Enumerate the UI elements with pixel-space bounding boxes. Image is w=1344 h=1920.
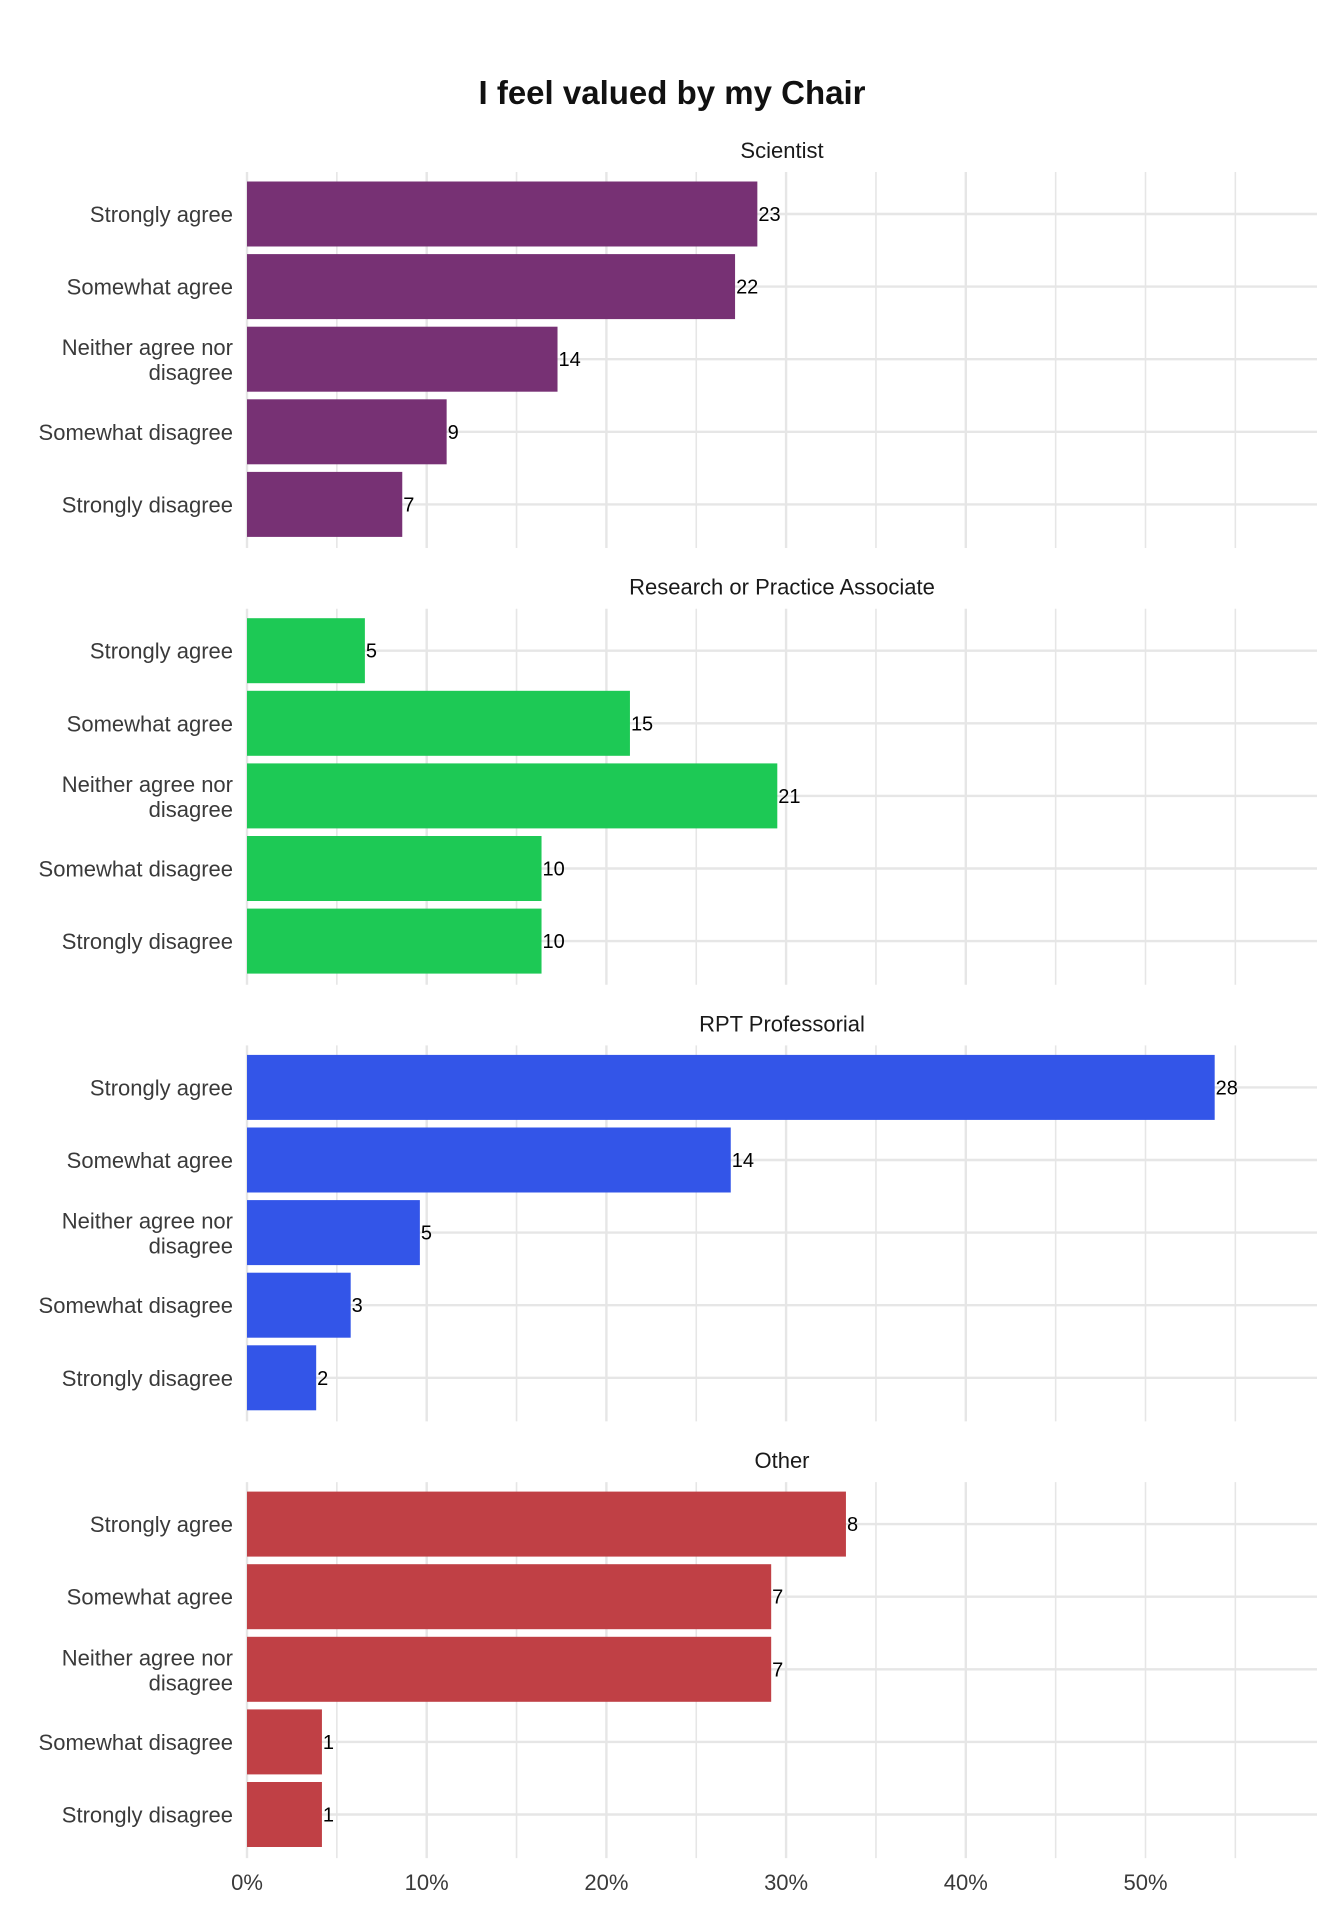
bar-value-label: 7 xyxy=(403,494,414,516)
x-tick-label: 20% xyxy=(584,1870,628,1895)
category-label: disagree xyxy=(149,1670,233,1695)
bar-value-label: 3 xyxy=(352,1295,363,1317)
panel-title: Other xyxy=(754,1448,809,1473)
category-label: Neither agree nor xyxy=(62,772,233,797)
bar xyxy=(247,471,403,537)
bar xyxy=(247,326,558,392)
bar xyxy=(247,399,447,465)
bar xyxy=(247,836,542,901)
category-label: Somewhat agree xyxy=(67,1585,233,1610)
bar xyxy=(247,1636,772,1702)
panel: RPT Professorial 28 Strongly agree 14 Somewh… xyxy=(39,1011,1317,1422)
x-tick-label: 10% xyxy=(405,1870,449,1895)
panel: Scientist 23 Strongly agree 22 Somewhat agre… xyxy=(39,138,1317,548)
bar-value-label: 1 xyxy=(323,1805,334,1827)
category-label: Somewhat agree xyxy=(67,1148,233,1173)
bar xyxy=(247,1054,1215,1120)
bar-value-label: 15 xyxy=(631,713,653,735)
bar-value-label: 23 xyxy=(758,204,780,226)
category-label: Neither agree nor xyxy=(62,335,233,360)
bar xyxy=(247,181,758,247)
bar xyxy=(247,1491,846,1557)
bar-value-label: 8 xyxy=(847,1514,858,1536)
bar-value-label: 9 xyxy=(448,422,459,444)
category-label: Strongly agree xyxy=(90,639,233,664)
bar xyxy=(247,1564,772,1630)
bar xyxy=(247,1200,420,1266)
bar-value-label: 14 xyxy=(559,349,581,371)
category-label: Strongly disagree xyxy=(62,492,233,517)
panel: Other 8 Strongly agree 7 Somewhat agree 7 Neit… xyxy=(39,1448,1317,1859)
category-label: Somewhat disagree xyxy=(39,1293,233,1318)
bar-value-label: 7 xyxy=(772,1659,783,1681)
x-tick-label: 30% xyxy=(764,1870,808,1895)
bar-value-label: 5 xyxy=(366,641,377,663)
bar xyxy=(247,254,736,320)
category-label: Neither agree nor xyxy=(62,1645,233,1670)
bar xyxy=(247,1782,322,1847)
category-label: disagree xyxy=(149,1234,233,1259)
category-label: Somewhat agree xyxy=(67,711,233,736)
panel-title: RPT Professorial xyxy=(699,1011,865,1036)
bar xyxy=(247,1127,731,1193)
bar-value-label: 10 xyxy=(543,859,565,881)
panel-title: Scientist xyxy=(740,138,823,163)
bar-value-label: 14 xyxy=(732,1150,754,1172)
category-label: Neither agree nor xyxy=(62,1209,233,1234)
category-label: Somewhat agree xyxy=(67,275,233,300)
bar-value-label: 22 xyxy=(736,277,758,299)
bar xyxy=(247,690,630,756)
category-label: Strongly agree xyxy=(90,1075,233,1100)
bar-value-label: 28 xyxy=(1216,1077,1238,1099)
category-label: disagree xyxy=(149,797,233,822)
category-label: Strongly disagree xyxy=(62,1803,233,1828)
category-label: Strongly disagree xyxy=(62,929,233,954)
bar-value-label: 2 xyxy=(317,1368,328,1390)
x-tick-label: 50% xyxy=(1123,1870,1167,1895)
bar xyxy=(247,1345,317,1411)
category-label: Somewhat disagree xyxy=(39,857,233,882)
panel: Research or Practice Associate 5 Strongly … xyxy=(39,575,1317,985)
x-axis: 0% 10% 20% 30% 40% 50% xyxy=(231,1870,1167,1895)
category-label: Strongly agree xyxy=(90,1512,233,1537)
bar xyxy=(247,1272,351,1338)
category-label: Strongly agree xyxy=(90,202,233,227)
bar xyxy=(247,908,542,974)
bar-value-label: 5 xyxy=(421,1223,432,1245)
category-label: Somewhat disagree xyxy=(39,420,233,445)
bar xyxy=(247,618,365,684)
category-label: Strongly disagree xyxy=(62,1366,233,1391)
category-label: Somewhat disagree xyxy=(39,1730,233,1755)
bar xyxy=(247,1709,322,1775)
bar-value-label: 10 xyxy=(543,931,565,953)
chart-title: I feel valued by my Chair xyxy=(479,74,866,111)
panel-title: Research or Practice Associate xyxy=(629,575,935,600)
bar-value-label: 21 xyxy=(778,786,800,808)
x-tick-label: 0% xyxy=(231,1870,263,1895)
category-label: disagree xyxy=(149,360,233,385)
bar-value-label: 1 xyxy=(323,1732,334,1754)
bar-value-label: 7 xyxy=(772,1587,783,1609)
bar xyxy=(247,763,778,829)
x-tick-label: 40% xyxy=(944,1870,988,1895)
